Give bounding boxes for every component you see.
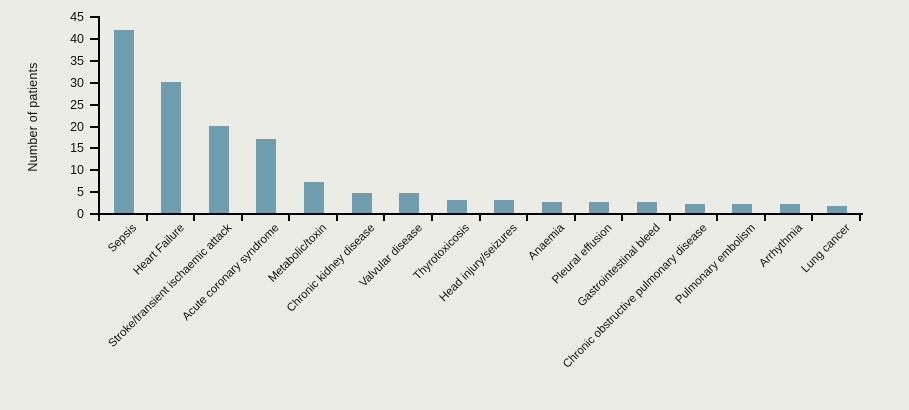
bar — [114, 30, 134, 213]
y-tick-label: 0 — [77, 207, 84, 221]
y-tick-label: 10 — [70, 163, 84, 178]
y-tick-label: 40 — [70, 32, 84, 47]
bar — [637, 202, 657, 213]
x-tick-mark — [335, 215, 338, 221]
y-tick-mark — [90, 16, 98, 19]
x-tick-mark — [288, 215, 291, 221]
bar — [256, 139, 276, 213]
y-tick-mark — [90, 213, 98, 215]
x-category-label: Sepsis — [106, 222, 140, 255]
y-tick-label: 30 — [70, 75, 84, 90]
y-tick-label: 20 — [70, 119, 84, 134]
x-tick-mark — [478, 215, 481, 221]
bar — [780, 204, 800, 213]
x-tick-mark — [763, 215, 766, 221]
x-tick-mark — [240, 215, 243, 221]
bar — [542, 202, 562, 213]
x-tick-mark — [859, 215, 861, 221]
y-tick-mark — [90, 191, 98, 194]
y-tick-mark — [90, 147, 98, 150]
x-tick-mark — [573, 215, 576, 221]
x-tick-mark — [98, 215, 100, 221]
bar — [447, 200, 467, 213]
bar — [732, 204, 752, 213]
y-tick-label: 5 — [77, 185, 84, 200]
bar — [399, 193, 419, 213]
x-tick-mark — [811, 215, 814, 221]
x-axis-line — [98, 213, 863, 215]
x-category-label: Arrhythmia — [757, 222, 806, 270]
x-category-label: Pulmonary embolism — [673, 222, 758, 307]
bar — [352, 193, 372, 213]
x-category-label: Chronic kidney disease — [284, 222, 378, 315]
bar — [161, 82, 181, 213]
x-tick-mark — [668, 215, 671, 221]
y-tick-mark — [90, 38, 98, 41]
y-tick-mark — [90, 103, 98, 106]
y-tick-label: 25 — [70, 97, 84, 112]
x-category-label: Gastrointestinal bleed — [575, 222, 663, 310]
x-tick-mark — [621, 215, 624, 221]
x-tick-mark — [430, 215, 433, 221]
y-axis-title: Number of patients — [26, 62, 40, 172]
y-tick-label: 15 — [70, 141, 84, 156]
y-tick-mark — [90, 125, 98, 128]
x-tick-mark — [383, 215, 386, 221]
y-tick-mark — [90, 169, 98, 172]
y-tick-label: 45 — [70, 10, 84, 25]
y-axis-line — [98, 16, 100, 215]
bar — [685, 204, 705, 213]
x-tick-mark — [526, 215, 529, 221]
y-tick-mark — [90, 60, 98, 63]
x-tick-mark — [716, 215, 719, 221]
x-category-label: Anaemia — [526, 222, 568, 263]
bar — [304, 182, 324, 213]
x-category-label: Acute coronary syndrome — [180, 222, 282, 324]
x-tick-mark — [193, 215, 196, 221]
x-category-label: Lung cancer — [799, 222, 853, 276]
y-tick-mark — [90, 81, 98, 84]
bar — [589, 202, 609, 213]
bar — [209, 126, 229, 213]
bar — [827, 206, 847, 213]
y-tick-label: 35 — [70, 54, 84, 69]
bar — [494, 200, 514, 213]
x-tick-mark — [145, 215, 148, 221]
